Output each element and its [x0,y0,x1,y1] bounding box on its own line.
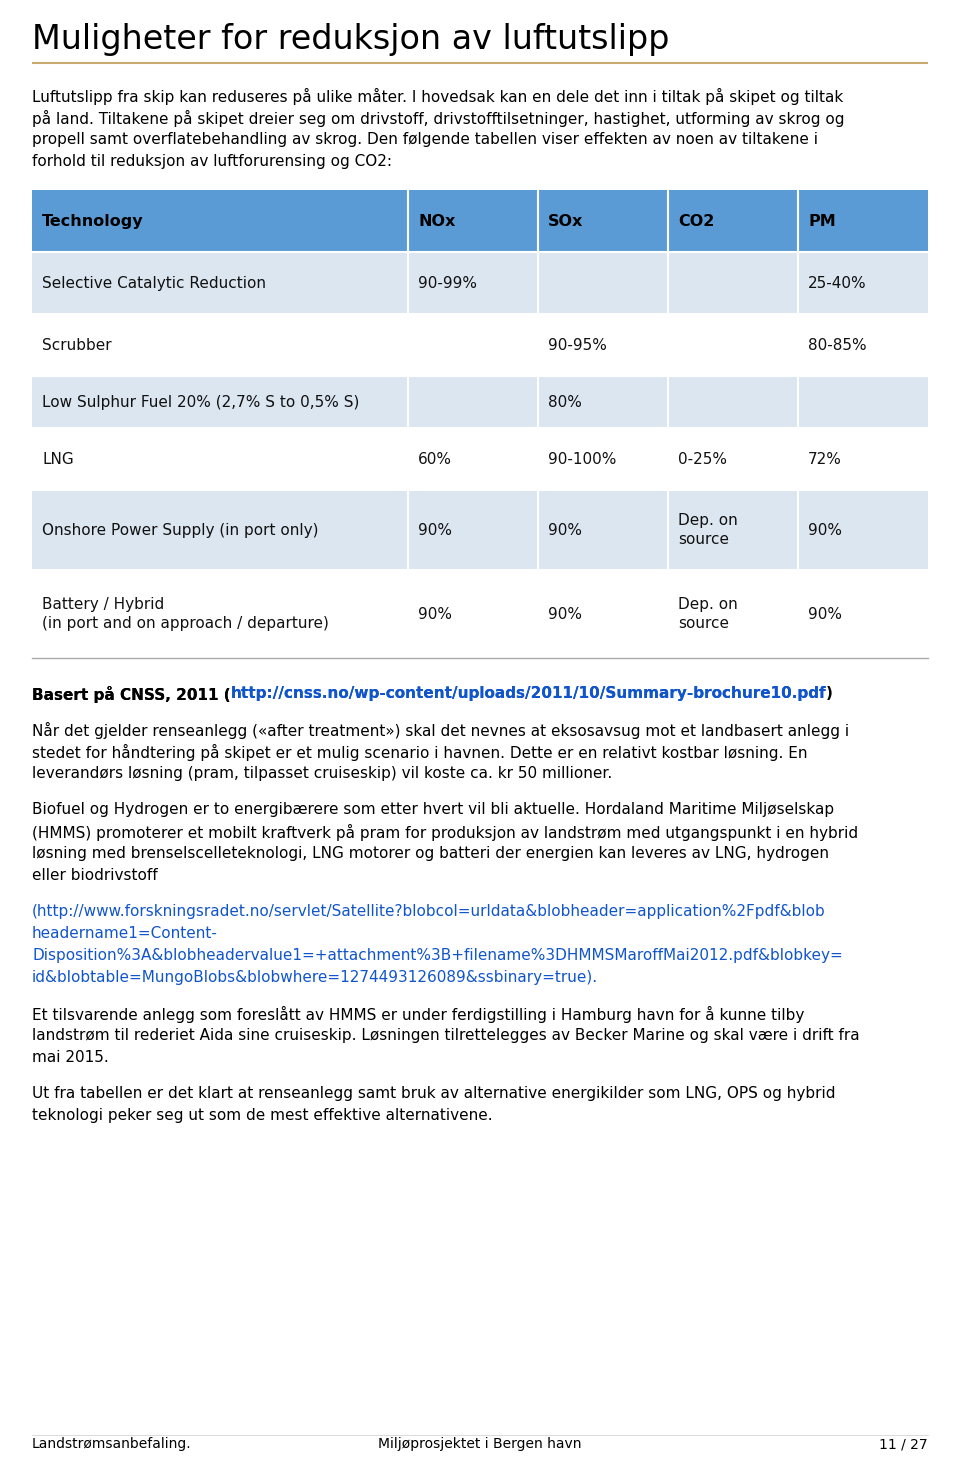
Text: Muligheter for reduksjon av luftutslipp: Muligheter for reduksjon av luftutslipp [32,24,669,56]
Text: 90%: 90% [548,606,582,622]
Text: ): ) [827,685,833,702]
Text: mai 2015.: mai 2015. [32,1050,108,1065]
Text: id&blobtable=MungoBlobs&blobwhere=1274493126089&ssbinary=true).: id&blobtable=MungoBlobs&blobwhere=127449… [32,969,598,986]
Text: 90%: 90% [419,522,452,537]
Text: (HMMS) promoterer et mobilt kraftverk på pram for produksjon av landstrøm med ut: (HMMS) promoterer et mobilt kraftverk på… [32,824,858,841]
Text: Battery / Hybrid
(in port and on approach / departure): Battery / Hybrid (in port and on approac… [42,597,329,631]
Text: landstrøm til rederiet Aida sine cruiseskip. Løsningen tilrettelegges av Becker : landstrøm til rederiet Aida sine cruises… [32,1028,859,1043]
Text: leverandørs løsning (pram, tilpasset cruiseskip) vil koste ca. kr 50 millioner.: leverandørs løsning (pram, tilpasset cru… [32,766,612,781]
Text: Selective Catalytic Reduction: Selective Catalytic Reduction [42,275,266,290]
Bar [32,190,928,252]
Text: på land. Tiltakene på skipet dreier seg om drivstoff, drivstofftilsetninger, has: på land. Tiltakene på skipet dreier seg … [32,110,845,127]
Text: Onshore Power Supply (in port only): Onshore Power Supply (in port only) [42,522,319,537]
Text: 90%: 90% [808,522,842,537]
Text: teknologi peker seg ut som de mest effektive alternativene.: teknologi peker seg ut som de mest effek… [32,1108,492,1122]
Text: 25-40%: 25-40% [808,275,867,290]
Text: Technology: Technology [42,213,144,228]
Text: http://cnss.no/wp-content/uploads/2011/10/Summary-brochure10.pdf: http://cnss.no/wp-content/uploads/2011/1… [230,685,827,702]
Text: stedet for håndtering på skipet er et mulig scenario i havnen. Dette er en relat: stedet for håndtering på skipet er et mu… [32,744,807,761]
Bar [32,569,928,658]
Bar [32,428,928,490]
Text: eller biodrivstoff: eller biodrivstoff [32,868,157,883]
Text: 90%: 90% [548,522,582,537]
Text: LNG: LNG [42,452,74,466]
Text: http://cnss.no/wp-content/uploads/2011/10/Summary-brochure10.pdf: http://cnss.no/wp-content/uploads/2011/1… [230,685,827,702]
Text: Dep. on
source: Dep. on source [678,513,738,547]
Text: Disposition%3A&blobheadervalue1=+attachment%3B+filename%3DHMMSMaroffMai2012.pdf&: Disposition%3A&blobheadervalue1=+attachm… [32,947,843,964]
Text: Landstrømsanbefaling.: Landstrømsanbefaling. [32,1437,192,1450]
Text: CO2: CO2 [678,213,714,228]
Text: propell samt overflatebehandling av skrog. Den følgende tabellen viser effekten : propell samt overflatebehandling av skro… [32,132,818,147]
Text: Biofuel og Hydrogen er to energibærere som etter hvert vil bli aktuelle. Hordala: Biofuel og Hydrogen er to energibærere s… [32,802,834,816]
Text: forhold til reduksjon av luftforurensing og CO2:: forhold til reduksjon av luftforurensing… [32,154,392,169]
Text: 90-95%: 90-95% [548,337,607,353]
Text: 80%: 80% [548,394,582,409]
Text: 90-100%: 90-100% [548,452,616,466]
Text: SOx: SOx [548,213,584,228]
Text: headername1=Content-: headername1=Content- [32,927,218,941]
Text: 80-85%: 80-85% [808,337,867,353]
Text: 90%: 90% [419,606,452,622]
Text: 0-25%: 0-25% [678,452,727,466]
Text: 90%: 90% [808,606,842,622]
Text: Low Sulphur Fuel 20% (2,7% S to 0,5% S): Low Sulphur Fuel 20% (2,7% S to 0,5% S) [42,394,359,409]
Text: NOx: NOx [419,213,456,228]
Text: (http://www.forskningsradet.no/servlet/Satellite?blobcol=urldata&blobheader=appl: (http://www.forskningsradet.no/servlet/S… [32,905,826,919]
Text: Et tilsvarende anlegg som foreslått av HMMS er under ferdigstilling i Hamburg ha: Et tilsvarende anlegg som foreslått av H… [32,1006,804,1022]
Text: Basert på CNSS, 2011 (: Basert på CNSS, 2011 ( [32,685,230,703]
Text: Scrubber: Scrubber [42,337,111,353]
Text: 72%: 72% [808,452,842,466]
Text: PM: PM [808,213,836,228]
Text: løsning med brenselscelleteknologi, LNG motorer og batteri der energien kan leve: løsning med brenselscelleteknologi, LNG … [32,846,829,861]
Bar [32,377,928,428]
Text: Luftutslipp fra skip kan reduseres på ulike måter. I hovedsak kan en dele det in: Luftutslipp fra skip kan reduseres på ul… [32,88,843,104]
Bar [32,313,928,377]
Bar [32,490,928,569]
Text: Miljøprosjektet i Bergen havn: Miljøprosjektet i Bergen havn [378,1437,582,1450]
Text: Dep. on
source: Dep. on source [678,597,738,631]
Text: Ut fra tabellen er det klart at renseanlegg samt bruk av alternative energikilde: Ut fra tabellen er det klart at renseanl… [32,1086,835,1100]
Bar [32,252,928,313]
Text: 60%: 60% [419,452,452,466]
Text: 90-99%: 90-99% [419,275,477,290]
Text: 11 / 27: 11 / 27 [879,1437,928,1450]
Text: Når det gjelder renseanlegg («after treatment») skal det nevnes at eksosavsug mo: Når det gjelder renseanlegg («after trea… [32,722,850,738]
Text: Basert på CNSS, 2011 (: Basert på CNSS, 2011 ( [32,685,230,703]
